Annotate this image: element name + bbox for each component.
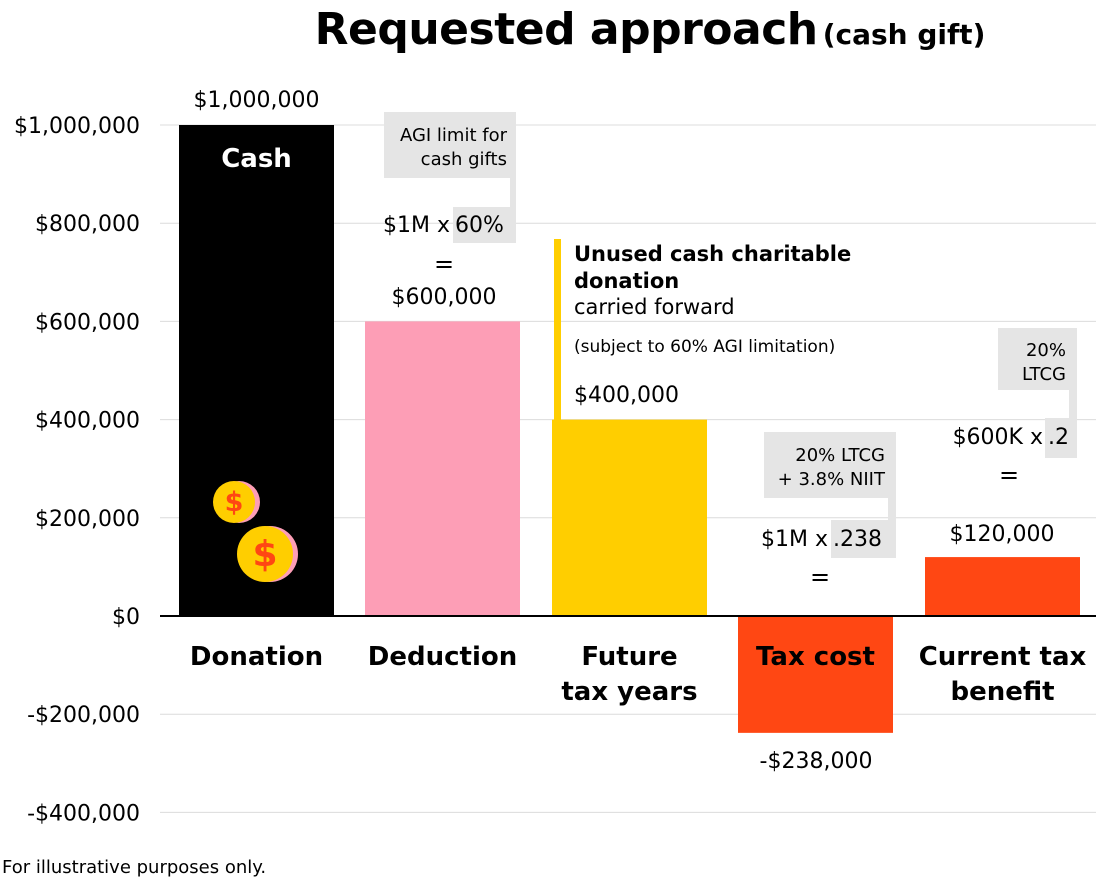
coin-icon-symbol: $ xyxy=(225,487,244,518)
x-category-label: Deduction xyxy=(368,642,517,672)
chart-subtitle: (cash gift) xyxy=(822,18,986,51)
benefit-note-box xyxy=(998,328,1077,390)
data-label: $120,000 xyxy=(950,522,1055,547)
y-tick-label: -$400,000 xyxy=(27,801,140,826)
data-label: $400,000 xyxy=(574,383,679,408)
bar xyxy=(552,419,707,616)
taxcost-note-connector xyxy=(888,498,896,528)
taxcost-note-text: + 3.8% NIIT xyxy=(778,469,886,490)
benefit-note-text: LTCG xyxy=(1022,364,1066,385)
x-category-label: Current tax xyxy=(919,642,1087,672)
carry-forward-subtext: (subject to 60% AGI limitation) xyxy=(574,337,835,357)
y-tick-label: $600,000 xyxy=(35,310,140,335)
y-tick-label: $400,000 xyxy=(35,409,140,434)
taxcost-calc-highlight: .238 xyxy=(833,527,882,552)
chart-title: Requested approach (cash gift) xyxy=(0,4,1100,55)
benefit-note-connector xyxy=(1069,390,1077,418)
benefit-calc-highlight-box xyxy=(1045,418,1077,458)
bar xyxy=(738,616,893,733)
benefit-calc-highlight: .2 xyxy=(1048,425,1069,450)
chart-title-main: Requested approach xyxy=(314,4,818,55)
deduction-calc-highlight: 60% xyxy=(455,213,504,238)
taxcost-equals: = xyxy=(810,563,830,591)
agi-note-text: cash gifts xyxy=(421,149,507,170)
coin-icon xyxy=(237,526,293,582)
carry-forward-indicator xyxy=(554,239,561,420)
carry-forward-title: Unused cash charitable xyxy=(574,242,851,266)
data-label: -$238,000 xyxy=(760,749,873,774)
x-category-label: benefit xyxy=(950,677,1054,707)
bar xyxy=(925,557,1080,616)
carry-forward-title: donation xyxy=(574,269,679,293)
taxcost-note-box xyxy=(764,432,896,498)
coin-icon-symbol: $ xyxy=(252,534,277,575)
taxcost-calc-text: $1M x xyxy=(761,527,828,552)
benefit-equals: = xyxy=(999,461,1019,489)
deduction-equals: = xyxy=(434,250,454,278)
benefit-note-text: 20% xyxy=(1026,340,1066,361)
agi-note-text: AGI limit for xyxy=(400,125,508,146)
taxcost-note-text: 20% LTCG xyxy=(795,445,885,466)
data-label: $1,000,000 xyxy=(194,88,320,113)
y-tick-label: $1,000,000 xyxy=(14,114,140,139)
agi-note-connector xyxy=(510,178,516,208)
benefit-calc-text: $600K x xyxy=(953,425,1043,450)
y-tick-label: $200,000 xyxy=(35,507,140,532)
bar-inner-label: Cash xyxy=(221,144,292,174)
taxcost-calc-highlight-box xyxy=(831,520,896,558)
bar-chart: -$400,000 -$200,000 $0 $200,000 $400,000 $600… xyxy=(14,88,1096,826)
deduction-calc-highlight-box xyxy=(453,207,516,243)
deduction-calc-text: $1M x xyxy=(383,213,450,238)
coin-icon xyxy=(213,481,255,523)
y-tick-label: $800,000 xyxy=(35,212,140,237)
agi-note-box xyxy=(384,112,516,178)
x-category-label: Future xyxy=(581,642,677,672)
y-tick-label: -$200,000 xyxy=(27,703,140,728)
x-category-label: Donation xyxy=(190,642,323,672)
carry-forward-text: carried forward xyxy=(574,295,735,319)
x-category-label: Tax cost xyxy=(756,642,875,672)
x-category-label: tax years xyxy=(561,677,697,707)
y-tick-label: $0 xyxy=(112,605,140,630)
footnote: For illustrative purposes only. xyxy=(2,857,267,878)
data-label: $600,000 xyxy=(392,285,497,310)
bar xyxy=(365,321,520,616)
